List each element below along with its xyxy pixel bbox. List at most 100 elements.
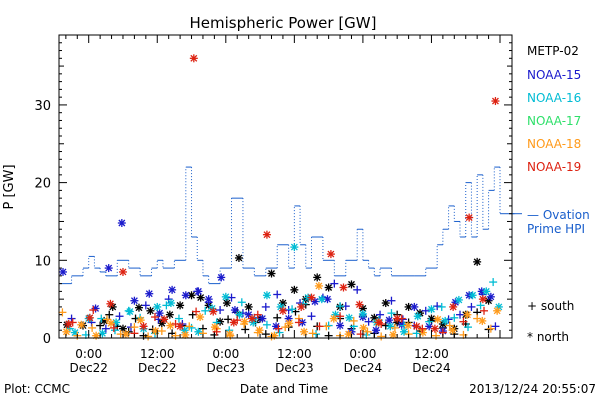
plot-timestamp: 2013/12/24 20:55:07 xyxy=(469,382,596,396)
north-point-noaa-16 xyxy=(194,327,203,336)
star-d2 xyxy=(181,331,189,339)
north-point-metp-02 xyxy=(234,253,243,262)
star-d2 xyxy=(231,306,239,314)
star-d2 xyxy=(156,309,163,317)
south-point-noaa-16 xyxy=(387,309,396,318)
south-point-noaa-16 xyxy=(97,314,106,323)
north-point-noaa-19 xyxy=(393,314,402,323)
star-d2 xyxy=(425,322,433,330)
star-d2 xyxy=(176,322,184,330)
star-d2 xyxy=(118,219,126,227)
south-point-noaa-18 xyxy=(377,332,386,341)
north-point-metp-02 xyxy=(381,299,390,308)
south-point-noaa-19 xyxy=(315,322,324,331)
north-point-noaa-19 xyxy=(118,267,127,276)
south-point-noaa-15 xyxy=(216,306,225,315)
south-point-noaa-19 xyxy=(89,306,98,315)
north-point-noaa-15 xyxy=(194,287,203,296)
star-d2 xyxy=(235,254,243,262)
south-point-noaa-15 xyxy=(421,306,430,315)
south-point-noaa-15 xyxy=(307,312,316,321)
north-point-noaa-18 xyxy=(329,314,338,323)
south-point-noaa-19 xyxy=(150,313,159,322)
south-point-noaa-19 xyxy=(480,306,489,315)
north-point-noaa-19 xyxy=(64,320,73,329)
star-d2 xyxy=(410,303,418,311)
south-point-noaa-19 xyxy=(459,317,468,326)
north-point-noaa-16 xyxy=(386,322,395,331)
north-point-noaa-19 xyxy=(478,295,487,304)
star-d2 xyxy=(327,250,335,258)
south-point-noaa-18 xyxy=(390,323,399,332)
north-point-noaa-15 xyxy=(130,296,139,305)
north-point-metp-02 xyxy=(313,273,322,282)
north-point-noaa-19 xyxy=(374,318,383,327)
south-point-noaa-15 xyxy=(398,315,407,324)
south-point-metp-02 xyxy=(381,321,390,330)
star-d2 xyxy=(324,295,331,303)
star-d2 xyxy=(393,315,401,323)
star-d2 xyxy=(386,322,394,330)
north-point-noaa-15 xyxy=(385,316,394,325)
star-d2 xyxy=(77,321,85,329)
star-d2 xyxy=(313,273,321,281)
north-point-noaa-15 xyxy=(58,267,67,276)
south-point-noaa-18 xyxy=(308,329,317,338)
star-d2 xyxy=(176,301,184,309)
data-points-layer xyxy=(58,54,503,341)
north-point-metp-02 xyxy=(216,317,225,326)
star-d2 xyxy=(106,300,114,308)
south-point-noaa-18 xyxy=(185,322,194,331)
star-d2 xyxy=(359,305,367,312)
south-point-noaa-19 xyxy=(109,323,118,332)
south-point-noaa-16 xyxy=(288,305,297,314)
north-point-noaa-16 xyxy=(153,302,162,311)
north-point-noaa-18 xyxy=(136,316,145,325)
south-point-metp-02 xyxy=(273,313,282,322)
north-point-noaa-16 xyxy=(468,291,477,300)
south-point-noaa-16 xyxy=(450,313,459,322)
plot-credit: Plot: CCMC xyxy=(4,382,70,396)
north-point-noaa-19 xyxy=(491,97,500,106)
star-d2 xyxy=(375,319,383,326)
north-point-noaa-16 xyxy=(221,292,230,301)
south-point-noaa-16 xyxy=(262,320,271,329)
north-point-noaa-18 xyxy=(285,319,294,328)
x-tick-label-time: 0:00 xyxy=(75,347,102,361)
south-point-noaa-16 xyxy=(201,306,210,315)
north-point-metp-02 xyxy=(267,269,276,278)
north-point-noaa-19 xyxy=(139,322,148,331)
star-d2 xyxy=(325,284,333,291)
north-point-metp-02 xyxy=(290,285,299,294)
north-point-noaa-15 xyxy=(217,273,226,282)
star-d2 xyxy=(209,308,217,316)
north-point-noaa-19 xyxy=(412,322,421,331)
star-d2 xyxy=(188,291,195,299)
star-d2 xyxy=(65,320,73,328)
star-d2 xyxy=(340,284,347,291)
star-d2 xyxy=(405,303,413,311)
south-point-metp-02 xyxy=(261,330,270,339)
south-point-noaa-16 xyxy=(464,323,473,332)
star-d2 xyxy=(249,319,257,326)
legend-entry-noaa-16: NOAA-16 xyxy=(527,91,582,105)
star-d2 xyxy=(137,316,145,324)
legend-entry-noaa-18: NOAA-18 xyxy=(527,137,582,151)
north-point-noaa-18 xyxy=(433,315,442,324)
north-point-noaa-18 xyxy=(225,330,234,339)
star-d2 xyxy=(315,282,323,290)
star-d2 xyxy=(463,311,471,319)
star-d2 xyxy=(297,303,305,311)
north-point-noaa-19 xyxy=(326,250,335,259)
north-point-noaa-19 xyxy=(248,314,257,323)
x-tick-label-time: 0:00 xyxy=(212,347,239,361)
south-point-noaa-16 xyxy=(489,278,498,287)
north-point-noaa-15 xyxy=(410,302,419,311)
star-d2 xyxy=(119,268,127,276)
south-point-noaa-15 xyxy=(364,317,373,326)
south-point-noaa-15 xyxy=(273,290,282,299)
star-d2 xyxy=(258,315,266,323)
legend-entry-metp-02: METP-02 xyxy=(527,44,579,58)
x-tick-label-date: Dec23 xyxy=(207,361,246,375)
star-d2 xyxy=(277,303,285,311)
